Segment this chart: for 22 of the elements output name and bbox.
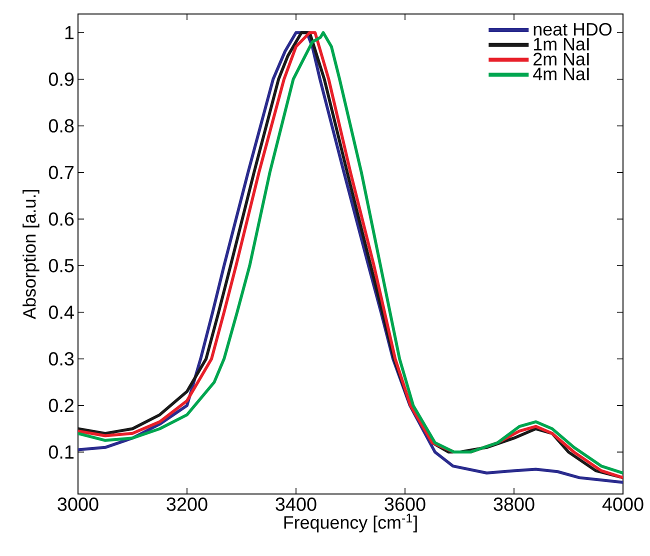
y-tick-label: 0.5 <box>48 258 74 272</box>
legend-label: 4m NaI <box>533 68 589 80</box>
x-tick-label: 3800 <box>494 498 534 511</box>
y-tick-label: 0.7 <box>48 166 74 180</box>
y-axis-title: Absorption [a.u.] <box>22 190 40 320</box>
x-tick-label: 3400 <box>276 498 316 511</box>
x-tick-label: 3600 <box>384 498 426 511</box>
y-tick-label: 0.4 <box>48 306 74 319</box>
y-tick-label: 0.2 <box>48 398 74 412</box>
y-tick-label: 0.1 <box>48 445 74 459</box>
x-tick-label: 3200 <box>166 498 208 511</box>
legend-label: neat HDO <box>534 22 612 36</box>
y-tick-label: 0.6 <box>48 212 74 226</box>
legend-label: 2m NaI <box>534 52 589 66</box>
y-tick-label: 0.3 <box>48 352 74 366</box>
x-tick-label: 4000 <box>602 498 644 511</box>
y-tick-label: 0.8 <box>48 119 74 133</box>
x-axis-title: Frequency [cm$^{-1}$] <box>284 514 417 532</box>
y-tick-label: 0.9 <box>48 72 74 86</box>
legend-label: 1m NaI <box>534 38 589 50</box>
y-tick-label: 1 <box>65 26 74 40</box>
x-tick-label: 3000 <box>58 498 98 511</box>
